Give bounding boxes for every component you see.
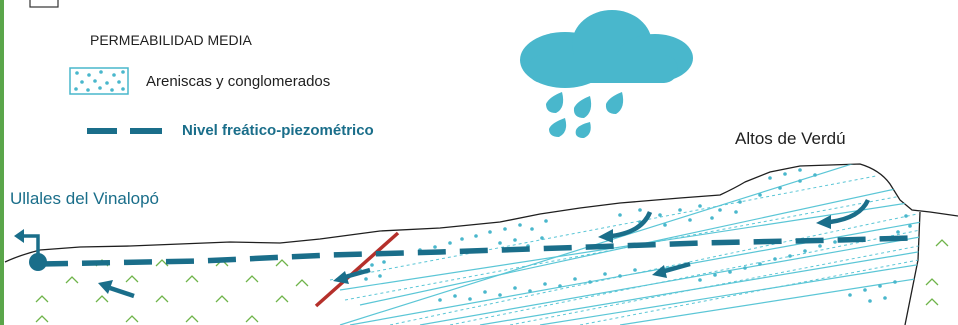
marl-symbols xyxy=(35,239,949,323)
ground-surface xyxy=(4,163,958,263)
sandstone-swatch xyxy=(69,67,129,95)
sandstone-dots xyxy=(358,168,912,303)
flow-arrows xyxy=(98,198,871,299)
sandstone-label: Areniscas y conglomerados xyxy=(146,73,331,90)
highland-place-label: Altos de Verdú xyxy=(735,129,846,148)
fault-line xyxy=(314,231,400,308)
left-border-bar xyxy=(0,0,4,325)
rain-cloud-icon xyxy=(520,10,693,88)
rain-drops-icon xyxy=(546,92,624,138)
permeability-heading: PERMEABILIDAD MEDIA xyxy=(90,32,252,48)
aquifer-layers xyxy=(329,164,920,325)
spring-icon xyxy=(14,229,47,271)
water-table-line xyxy=(39,235,911,267)
eastern-boundary xyxy=(904,211,921,325)
legend-box-top xyxy=(29,0,59,8)
spring-place-label: Ullales del Vinalopó xyxy=(10,189,160,208)
water-table-label: Nivel freático-piezométrico xyxy=(182,122,374,139)
